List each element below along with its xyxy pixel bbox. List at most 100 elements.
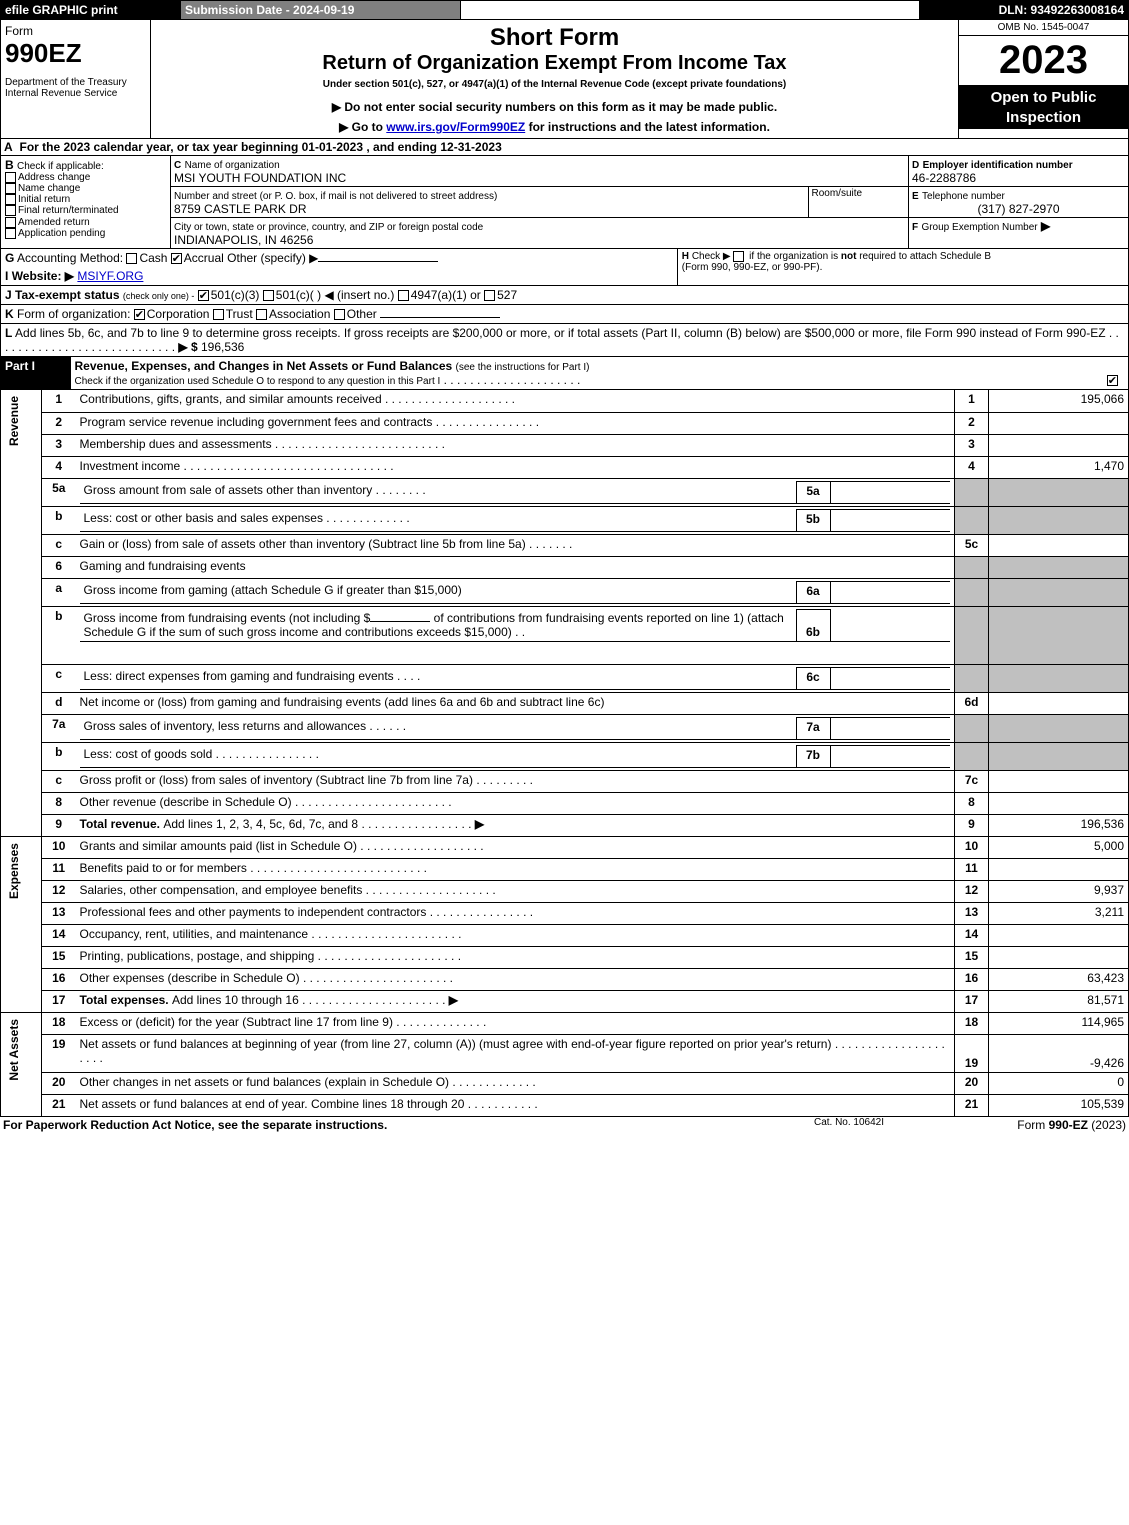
label-L: L [5, 326, 12, 340]
section-expenses: Expenses [5, 839, 23, 903]
checkbox-527[interactable] [484, 290, 495, 301]
checkbox-corporation[interactable] [134, 309, 145, 320]
L-value: 196,536 [201, 340, 244, 354]
checkbox-name-change[interactable] [5, 183, 16, 194]
label-H: H [682, 251, 689, 262]
C-city-label: City or town, state or province, country… [174, 222, 483, 233]
line-A: For the 2023 calendar year, or tax year … [17, 139, 1129, 156]
ln-7c: c [42, 770, 76, 792]
checkbox-amended-return[interactable] [5, 217, 16, 228]
ln-20-text: Other changes in net assets or fund bala… [80, 1075, 450, 1089]
checkbox-schedule-b[interactable] [733, 251, 744, 262]
rn-18: 18 [955, 1012, 989, 1034]
top-bar: efile GRAPHIC print Submission Date - 20… [0, 0, 1129, 20]
ln-6b-text1: Gross income from fundraising events (no… [84, 611, 371, 625]
J-sub: (check only one) - [123, 291, 195, 301]
ln-11: 11 [42, 858, 76, 880]
checkbox-address-change[interactable] [5, 172, 16, 183]
ln-6a-text: Gross income from gaming (attach Schedul… [84, 583, 462, 597]
A-begin: 01-01-2023 [302, 140, 363, 154]
efile-label: efile GRAPHIC print [1, 1, 181, 20]
checkbox-4947[interactable] [398, 290, 409, 301]
footer-right: Form 990-EZ (2023) [949, 1117, 1129, 1133]
ln-8-text: Other revenue (describe in Schedule O) [80, 795, 292, 809]
checkbox-trust[interactable] [213, 309, 224, 320]
amt-14 [989, 924, 1129, 946]
amt-1: 195,066 [989, 390, 1129, 412]
rn-19: 19 [955, 1034, 989, 1072]
ln-5c: c [42, 534, 76, 556]
checkbox-application-pending[interactable] [5, 228, 16, 239]
ln-17: 17 [42, 990, 76, 1012]
tax-year: 2023 [959, 36, 1128, 86]
room-suite-label: Room/suite [808, 187, 908, 218]
B-opt-1: Name change [18, 183, 80, 194]
K-o1: Corporation [147, 307, 210, 321]
boxamt-6c [830, 667, 950, 689]
ln-16: 16 [42, 968, 76, 990]
ln-21: 21 [42, 1094, 76, 1116]
ln-7b-text: Less: cost of goods sold [84, 747, 213, 761]
checkbox-association[interactable] [256, 309, 267, 320]
section-revenue: Revenue [5, 392, 23, 450]
checkbox-initial-return[interactable] [5, 194, 16, 205]
boxamt-5b [830, 509, 950, 531]
box-6b: 6b [796, 609, 830, 642]
boxamt-6b [830, 609, 950, 642]
irs-link[interactable]: www.irs.gov/Form990EZ [386, 120, 525, 134]
rn-15: 15 [955, 946, 989, 968]
checkbox-501c[interactable] [263, 290, 274, 301]
ln-18-text: Excess or (deficit) for the year (Subtra… [80, 1015, 393, 1029]
website-link[interactable]: MSIYF.ORG [77, 269, 143, 283]
ln-6c: c [42, 664, 76, 692]
goto-instructions: ▶ Go to www.irs.gov/Form990EZ for instru… [155, 120, 954, 134]
H-post: if the organization is [746, 251, 841, 262]
label-E: E [912, 191, 919, 202]
C-street-label: Number and street (or P. O. box, if mail… [174, 191, 497, 202]
boxamt-6a [830, 581, 950, 603]
B-opt-2: Initial return [18, 194, 70, 205]
rn-13: 13 [955, 902, 989, 924]
L-text: Add lines 5b, 6c, and 7b to line 9 to de… [15, 326, 1106, 340]
ln-7c-text: Gross profit or (loss) from sales of inv… [80, 773, 473, 787]
amt-16: 63,423 [989, 968, 1129, 990]
ln-4-text: Investment income [80, 459, 181, 473]
ln-6: 6 [42, 556, 76, 578]
rn-16: 16 [955, 968, 989, 990]
amt-3 [989, 434, 1129, 456]
boxamt-7a [830, 717, 950, 739]
J-o1: 501(c)(3) [211, 288, 260, 302]
entity-block: B Check if applicable: Address change Na… [0, 156, 1129, 249]
form-header: Form 990EZ Department of the Treasury In… [0, 20, 1129, 139]
B-title: Check if applicable: [17, 161, 104, 172]
amt-17: 81,571 [989, 990, 1129, 1012]
A-mid: , and ending [363, 140, 440, 154]
B-opt-3: Final return/terminated [18, 206, 119, 217]
checkbox-accrual[interactable] [171, 253, 182, 264]
page-footer: For Paperwork Reduction Act Notice, see … [0, 1117, 1129, 1133]
omb-number: OMB No. 1545-0047 [959, 20, 1128, 36]
H-text3: (Form 990, 990-EZ, or 990-PF). [682, 262, 823, 273]
checkbox-final-return[interactable] [5, 205, 16, 216]
ln-6c-text: Less: direct expenses from gaming and fu… [84, 669, 394, 683]
J-o3: 4947(a)(1) or [411, 288, 481, 302]
ln-15: 15 [42, 946, 76, 968]
amt-20: 0 [989, 1072, 1129, 1094]
checkbox-other-org[interactable] [334, 309, 345, 320]
checkbox-cash[interactable] [126, 253, 137, 264]
box-7b: 7b [796, 745, 830, 767]
F-title: Group Exemption Number [921, 222, 1037, 233]
amt-15 [989, 946, 1129, 968]
amt-10: 5,000 [989, 836, 1129, 858]
K-o2: Trust [226, 307, 253, 321]
rn-6d: 6d [955, 692, 989, 714]
rn-11: 11 [955, 858, 989, 880]
J-o2arr: ◀ (insert no.) [324, 288, 394, 302]
part1-title: Revenue, Expenses, and Changes in Net As… [75, 359, 453, 373]
checkbox-501c3[interactable] [198, 290, 209, 301]
form-word: Form [5, 24, 146, 38]
box-5b: 5b [796, 509, 830, 531]
checkbox-schedule-o-part1[interactable] [1107, 375, 1118, 386]
main-title: Return of Organization Exempt From Incom… [155, 52, 954, 75]
ln-13: 13 [42, 902, 76, 924]
